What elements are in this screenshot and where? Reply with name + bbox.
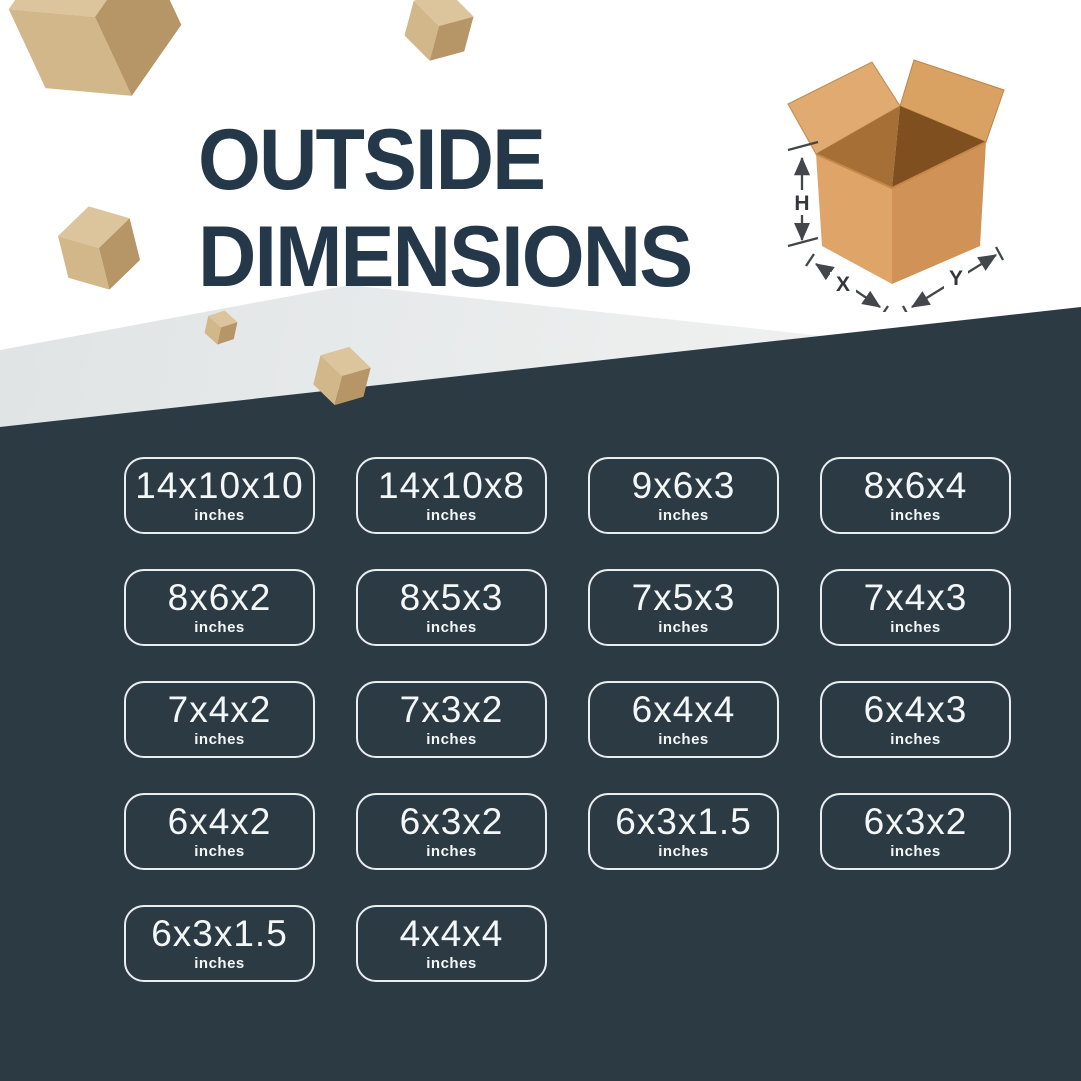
size-card: 6x4x2 inches (124, 793, 315, 870)
size-dimensions: 6x4x4 (631, 689, 736, 730)
size-card: 6x3x1.5 inches (124, 905, 315, 982)
size-dimensions: 8x5x3 (399, 577, 504, 618)
depth-dimension-arrow: Y (901, 246, 1005, 312)
size-card: 14x10x10 inches (124, 457, 315, 534)
height-label: H (794, 192, 809, 215)
size-unit: inches (194, 955, 245, 972)
page-title-line1: OUTSIDE (198, 112, 546, 208)
size-unit: inches (658, 731, 709, 748)
size-card: 8x6x2 inches (124, 569, 315, 646)
size-unit: inches (426, 619, 477, 636)
size-dimensions: 8x6x2 (167, 577, 272, 618)
open-box-icon (787, 59, 1005, 284)
size-unit: inches (890, 843, 941, 860)
size-card: 6x4x4 inches (588, 681, 779, 758)
size-dimensions: 7x4x3 (863, 577, 968, 618)
size-dimensions: 6x3x2 (399, 801, 504, 842)
hero-box-illustration: H X Y (787, 59, 1005, 312)
size-unit: inches (194, 843, 245, 860)
size-unit: inches (658, 619, 709, 636)
size-dimensions: 6x3x2 (863, 801, 968, 842)
size-card: 8x6x4 inches (820, 457, 1011, 534)
size-unit: inches (426, 507, 477, 524)
size-card: 6x3x1.5 inches (588, 793, 779, 870)
size-dimensions: 9x6x3 (631, 465, 736, 506)
depth-label: Y (949, 267, 963, 290)
size-card: 8x5x3 inches (356, 569, 547, 646)
size-grid: 14x10x10 inches 14x10x8 inches 9x6x3 inc… (124, 457, 1011, 982)
size-card: 9x6x3 inches (588, 457, 779, 534)
falling-box-top-icon (399, 0, 479, 69)
size-card: 7x5x3 inches (588, 569, 779, 646)
size-card: 6x4x3 inches (820, 681, 1011, 758)
page-title-line2: DIMENSIONS (198, 209, 693, 305)
size-dimensions: 6x3x1.5 (151, 913, 288, 954)
page-title: OUTSIDE DIMENSIONS (198, 112, 693, 306)
width-label: X (836, 273, 850, 296)
size-unit: inches (194, 731, 245, 748)
size-unit: inches (426, 955, 477, 972)
size-card: 6x3x2 inches (356, 793, 547, 870)
size-unit: inches (890, 619, 941, 636)
size-unit: inches (426, 731, 477, 748)
size-card: 6x3x2 inches (820, 793, 1011, 870)
size-unit: inches (658, 507, 709, 524)
falling-box-large-icon (0, 0, 200, 128)
size-dimensions: 7x5x3 (631, 577, 736, 618)
size-dimensions: 8x6x4 (863, 465, 968, 506)
size-dimensions: 6x4x2 (167, 801, 272, 842)
size-dimensions: 6x3x1.5 (615, 801, 752, 842)
size-unit: inches (890, 507, 941, 524)
size-dimensions: 6x4x3 (863, 689, 968, 730)
size-card: 14x10x8 inches (356, 457, 547, 534)
width-dimension-arrow: X (805, 253, 889, 312)
size-card: 7x3x2 inches (356, 681, 547, 758)
size-dimensions: 14x10x8 (378, 465, 525, 506)
size-unit: inches (890, 731, 941, 748)
size-dimensions: 7x4x2 (167, 689, 272, 730)
size-dimensions: 7x3x2 (399, 689, 504, 730)
size-unit: inches (194, 507, 245, 524)
size-card: 7x4x3 inches (820, 569, 1011, 646)
size-dimensions: 4x4x4 (399, 913, 504, 954)
size-dimensions: 14x10x10 (135, 465, 304, 506)
size-card: 4x4x4 inches (356, 905, 547, 982)
size-unit: inches (194, 619, 245, 636)
height-dimension-arrow: H (787, 140, 819, 248)
size-card: 7x4x2 inches (124, 681, 315, 758)
falling-box-left-icon (52, 197, 146, 299)
size-unit: inches (426, 843, 477, 860)
size-unit: inches (658, 843, 709, 860)
